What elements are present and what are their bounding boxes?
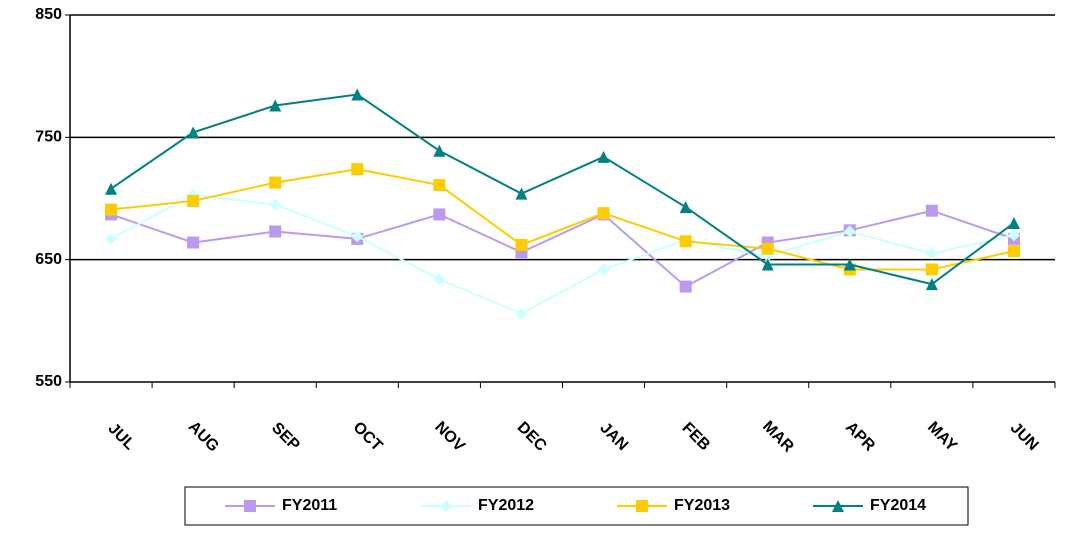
marker [105, 182, 118, 195]
legend-label: FY2012 [478, 497, 534, 514]
marker [187, 236, 200, 249]
y-tick-label: 650 [35, 251, 62, 268]
marker [187, 194, 200, 207]
legend-label: FY2011 [282, 497, 337, 514]
marker [433, 179, 446, 192]
marker [269, 176, 282, 189]
x-tick-label: SEP [268, 419, 303, 454]
series-line [110, 93, 1015, 286]
legend-label: FY2013 [674, 497, 730, 514]
marker [187, 126, 200, 139]
x-tick-label: APR [842, 419, 878, 455]
y-tick-label: 550 [35, 373, 62, 390]
x-tick-label: AUG [185, 418, 222, 455]
marker [351, 88, 364, 101]
marker [636, 500, 648, 512]
marker [679, 280, 692, 293]
marker [105, 203, 118, 216]
x-tick-label: OCT [350, 419, 386, 455]
marker [925, 263, 938, 276]
marker [925, 278, 938, 291]
marker [1007, 216, 1020, 229]
marker [269, 225, 282, 238]
marker [351, 230, 364, 243]
x-tick-label: MAR [759, 418, 797, 456]
marker [515, 187, 528, 200]
marker [440, 500, 452, 512]
y-tick-label: 750 [35, 129, 62, 146]
marker [925, 247, 938, 260]
marker [832, 500, 844, 512]
marker [269, 198, 282, 211]
marker [433, 208, 446, 221]
marker [433, 273, 446, 286]
x-tick-label: NOV [431, 419, 468, 456]
marker [843, 258, 856, 271]
marker [925, 204, 938, 217]
marker [105, 232, 118, 245]
legend-label: FY2014 [870, 497, 926, 514]
marker [515, 307, 528, 320]
marker [597, 263, 610, 276]
x-tick-label: JUN [1007, 419, 1042, 454]
marker [679, 235, 692, 248]
series-line [110, 168, 1015, 271]
marker [244, 500, 256, 512]
marker [597, 150, 610, 163]
x-tick-label: DEC [514, 419, 550, 455]
y-tick-label: 850 [35, 6, 62, 23]
marker [597, 207, 610, 220]
x-tick-label: FEB [678, 419, 713, 454]
marker [433, 144, 446, 157]
series-line [110, 209, 1015, 288]
x-tick-label: JAN [596, 419, 631, 454]
marker [1007, 229, 1020, 242]
marker [761, 258, 774, 271]
marker [269, 99, 282, 112]
series-line [110, 193, 1015, 315]
x-tick-label: JUL [105, 420, 139, 454]
marker [1007, 245, 1020, 258]
marker [515, 238, 528, 251]
marker [761, 242, 774, 255]
marker [843, 225, 856, 238]
marker [679, 201, 692, 214]
marker [351, 163, 364, 176]
x-tick-label: MAY [924, 419, 960, 455]
